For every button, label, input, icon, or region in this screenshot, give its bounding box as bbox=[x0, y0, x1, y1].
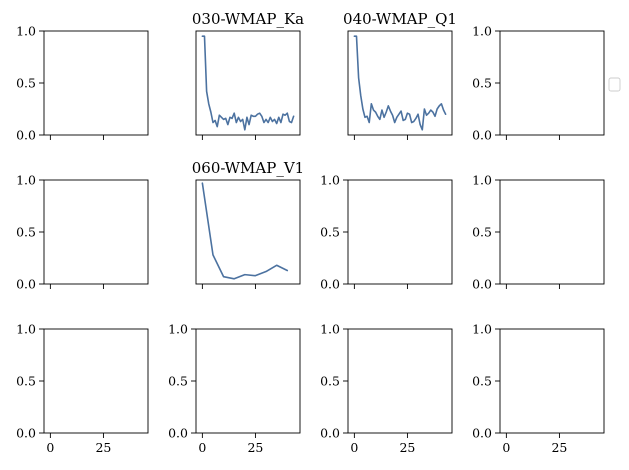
subplot-title: 040-WMAP_Q1 bbox=[343, 10, 457, 28]
x-tick-label: 25 bbox=[399, 440, 415, 455]
x-tick-label: 0 bbox=[198, 440, 206, 455]
axes-frame bbox=[43, 30, 149, 136]
axes-frame bbox=[195, 30, 301, 136]
y-tick-label: 0.0 bbox=[320, 277, 340, 292]
y-tick-label: 1.0 bbox=[472, 322, 492, 337]
axes-frame bbox=[195, 328, 301, 434]
y-tick-label: 1.0 bbox=[16, 322, 36, 337]
subplot-title: 030-WMAP_Ka bbox=[192, 10, 304, 28]
axes-frame bbox=[347, 328, 453, 434]
y-tick-label: 0.5 bbox=[16, 225, 36, 240]
panels-layer: 0.0 0.5 1.0 030-WMAP_Ka 040-WMAP_Q1 0.0 0.5 1.0… bbox=[16, 10, 605, 455]
subplot-title: 060-WMAP_V1 bbox=[192, 159, 304, 177]
y-tick-label: 0.0 bbox=[472, 128, 492, 143]
subplot-r1-c2: 0.0 0.5 1.0 bbox=[320, 173, 453, 292]
x-tick-label: 25 bbox=[551, 440, 567, 455]
y-tick-label: 0.0 bbox=[472, 426, 492, 441]
subplot-r2-c3: 0.0 0.5 1.0 0 25 bbox=[472, 322, 605, 455]
x-tick-label: 0 bbox=[46, 440, 54, 455]
series-line bbox=[201, 182, 289, 280]
y-tick-label: 0.0 bbox=[472, 277, 492, 292]
axes-frame bbox=[43, 179, 149, 285]
subplot-r0-c3: 0.0 0.5 1.0 bbox=[472, 24, 605, 143]
y-tick-label: 1.0 bbox=[472, 173, 492, 188]
subplot-r1-c3: 0.0 0.5 1.0 bbox=[472, 173, 605, 292]
subplot-r1-c0: 0.0 0.5 1.0 bbox=[16, 173, 149, 292]
y-tick-label: 0.0 bbox=[168, 426, 188, 441]
axes-frame bbox=[499, 30, 605, 136]
axes-frame bbox=[43, 328, 149, 434]
series-line bbox=[353, 35, 447, 131]
y-tick-label: 0.0 bbox=[16, 277, 36, 292]
axes-frame bbox=[195, 179, 301, 285]
subplot-r1-c1: 060-WMAP_V1 bbox=[192, 159, 304, 289]
y-tick-label: 1.0 bbox=[16, 173, 36, 188]
subplot-r2-c0: 0.0 0.5 1.0 0 25 bbox=[16, 322, 149, 455]
axes-frame bbox=[347, 179, 453, 285]
y-tick-label: 0.0 bbox=[16, 426, 36, 441]
axes-frame bbox=[499, 328, 605, 434]
x-tick-label: 0 bbox=[502, 440, 510, 455]
x-tick-label: 25 bbox=[95, 440, 111, 455]
y-tick-label: 0.5 bbox=[16, 76, 36, 91]
y-tick-label: 0.5 bbox=[16, 374, 36, 389]
subplot-r0-c2: 040-WMAP_Q1 bbox=[343, 10, 457, 140]
legend-box bbox=[608, 77, 621, 92]
y-tick-label: 1.0 bbox=[168, 322, 188, 337]
y-tick-label: 0.5 bbox=[472, 225, 492, 240]
x-tick-label: 25 bbox=[247, 440, 263, 455]
axes-frame bbox=[499, 179, 605, 285]
y-tick-label: 0.5 bbox=[320, 225, 340, 240]
y-tick-label: 0.5 bbox=[320, 374, 340, 389]
series-line bbox=[201, 35, 295, 131]
axes-frame bbox=[347, 30, 453, 136]
y-tick-label: 0.5 bbox=[472, 374, 492, 389]
x-tick-label: 0 bbox=[350, 440, 358, 455]
subplot-r2-c1: 0.0 0.5 1.0 0 25 bbox=[168, 322, 301, 455]
y-tick-label: 0.0 bbox=[320, 426, 340, 441]
subplot-r0-c0: 0.0 0.5 1.0 bbox=[16, 24, 149, 143]
y-tick-label: 1.0 bbox=[320, 173, 340, 188]
y-tick-label: 0.0 bbox=[16, 128, 36, 143]
y-tick-label: 0.5 bbox=[168, 374, 188, 389]
subplot-r0-c1: 030-WMAP_Ka bbox=[192, 10, 304, 140]
y-tick-label: 0.5 bbox=[472, 76, 492, 91]
y-tick-label: 1.0 bbox=[16, 24, 36, 39]
y-tick-label: 1.0 bbox=[472, 24, 492, 39]
y-tick-label: 1.0 bbox=[320, 322, 340, 337]
subplot-r2-c2: 0.0 0.5 1.0 0 25 bbox=[320, 322, 453, 455]
